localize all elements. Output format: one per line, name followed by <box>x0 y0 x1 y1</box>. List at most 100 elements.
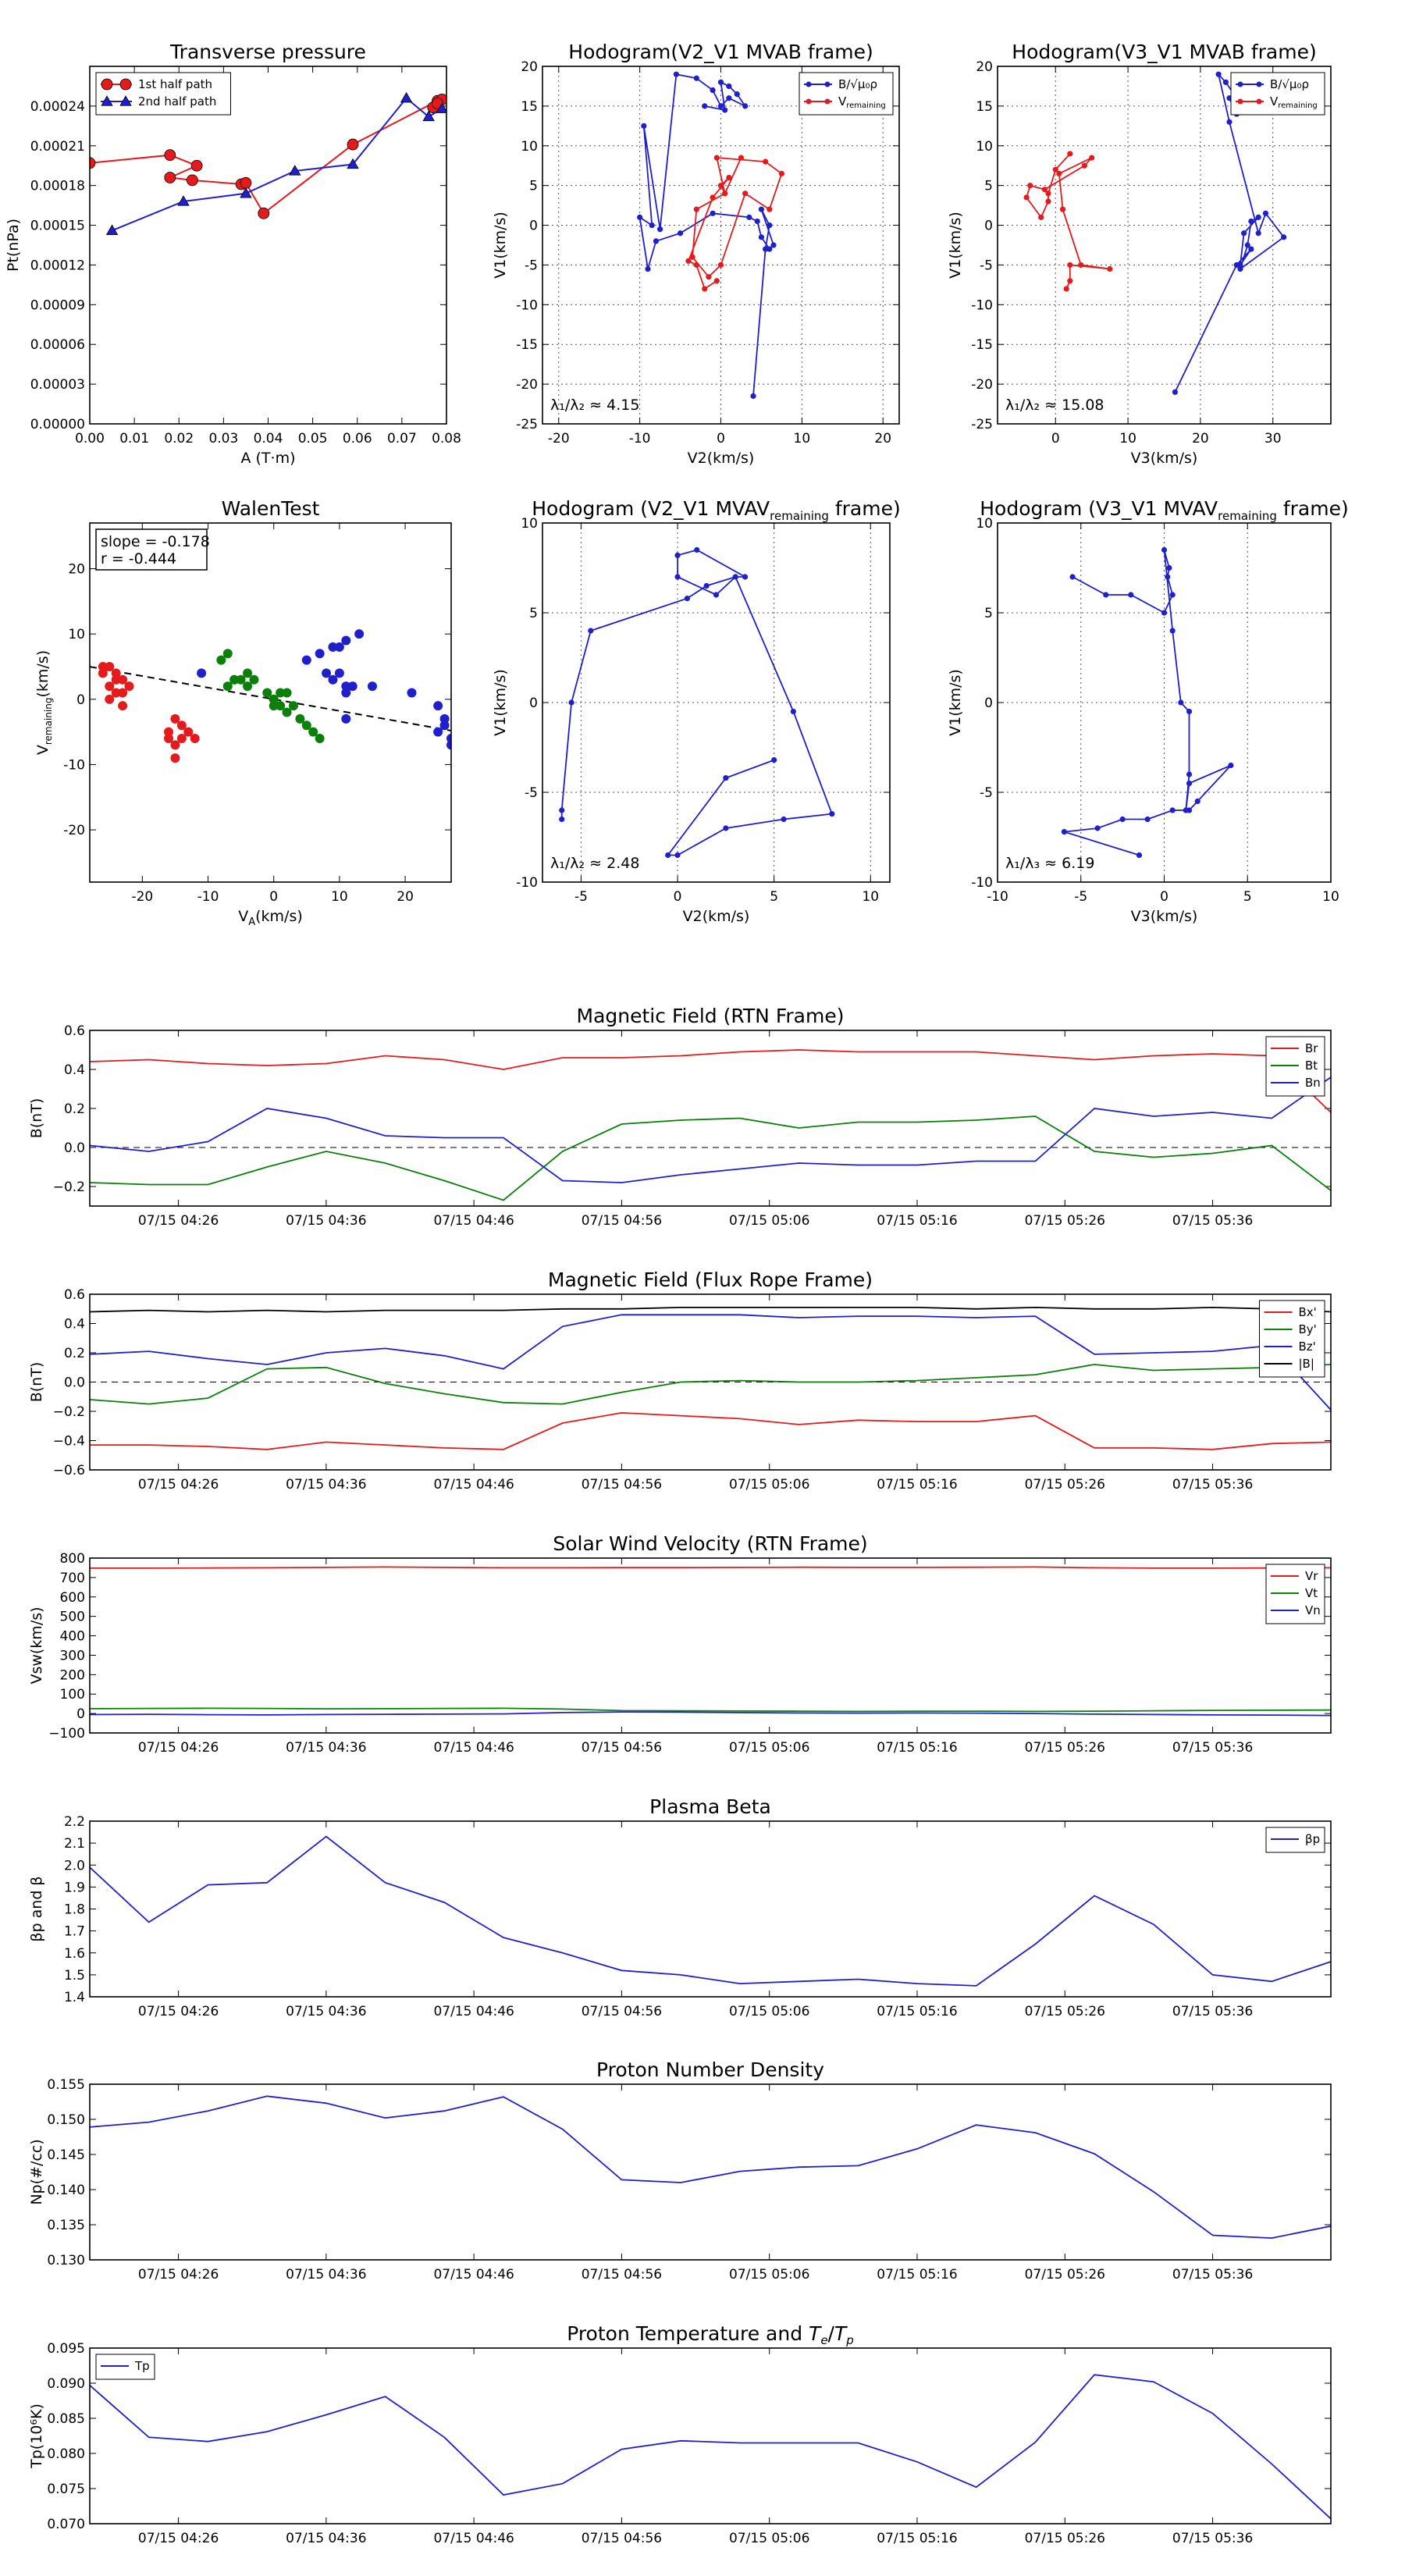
y-tick-label: 20 <box>976 59 993 75</box>
chart-h21r: Hodogram (V2_V1 MVAVremaining frame) -5 0 5… <box>492 497 901 925</box>
legend-marker <box>806 81 812 87</box>
x-tick-label: 07/15 05:36 <box>1172 1740 1253 1756</box>
legend-label: βp <box>1305 1832 1320 1846</box>
data-point <box>258 207 270 219</box>
x-tick-label: 07/15 04:46 <box>433 2267 514 2282</box>
legend-label: B/√μ₀ρ <box>1270 77 1309 91</box>
data-point <box>186 174 198 187</box>
series-line <box>90 1314 1331 1411</box>
x-tick-label: 07/15 04:26 <box>138 1740 219 1756</box>
plot-area <box>90 1049 1331 1201</box>
data-point <box>105 694 115 704</box>
data-point <box>726 174 732 181</box>
chart-title: Magnetic Field (RTN Frame) <box>577 1005 845 1027</box>
x-tick-label: 5 <box>770 889 778 905</box>
x-tick-label: -20 <box>131 889 153 905</box>
y-tick-label: 700 <box>60 1571 85 1586</box>
plot-area <box>1061 546 1234 859</box>
x-tick-label: 0.01 <box>119 431 149 447</box>
y-tick-label: -20 <box>971 377 993 393</box>
data-point <box>1059 206 1066 212</box>
axes-frame <box>89 66 447 425</box>
y-axis-label: B(nT) <box>28 1098 45 1139</box>
y-tick-label: 0 <box>529 696 538 711</box>
x-tick-label: 0 <box>1051 431 1060 447</box>
series-line <box>90 1835 1331 1987</box>
data-point <box>713 278 720 284</box>
data-point <box>243 681 253 692</box>
x-tick-label: 07/15 04:46 <box>433 2531 514 2546</box>
data-point <box>276 701 286 711</box>
x-tick-label: 07/15 05:16 <box>877 2004 957 2019</box>
x-axis-label: V2(km/s) <box>683 908 750 925</box>
legend-marker <box>1256 98 1262 105</box>
data-point <box>713 592 720 598</box>
y-axis-label: B(nT) <box>28 1362 45 1403</box>
data-point <box>742 190 749 197</box>
legend: Br Bt Bn <box>1265 1036 1325 1097</box>
data-point <box>674 852 681 859</box>
y-tick-label: 0.070 <box>47 2517 85 2532</box>
y-tick-label: 1.4 <box>64 1990 85 2005</box>
y-tick-label: −0.2 <box>53 1404 85 1420</box>
data-point <box>702 286 708 292</box>
y-tick-label: 0.00015 <box>30 219 85 234</box>
y-tick-label: 0.2 <box>64 1346 85 1361</box>
data-point <box>1063 286 1069 292</box>
x-tick-label: 07/15 04:36 <box>286 1740 366 1756</box>
y-tick-label: 10 <box>976 516 993 532</box>
data-point <box>439 720 450 731</box>
data-point <box>436 102 446 113</box>
data-point <box>746 214 752 220</box>
x-tick-label: 07/15 04:26 <box>138 2531 219 2546</box>
data-point <box>334 668 344 678</box>
chart-np: Proton Number Density 07/15 04:26 07/15 04… <box>28 2058 1332 2282</box>
data-point <box>767 246 773 252</box>
data-point <box>164 149 176 162</box>
y-tick-label: 0.4 <box>64 1062 85 1078</box>
y-tick-label: −0.6 <box>53 1463 85 1478</box>
axes-frame <box>89 1293 1332 1471</box>
x-tick-label: 10 <box>1119 431 1136 447</box>
legend-marker <box>1256 81 1262 87</box>
legend: B/√μ₀ρ Vremaining <box>799 72 894 116</box>
legend: βp <box>1265 1827 1325 1853</box>
y-tick-label: 0.0 <box>64 1375 85 1391</box>
y-tick-label: 1.5 <box>64 1968 85 1984</box>
y-tick-label: 200 <box>60 1667 85 1683</box>
legend: Bx' By' Bz' |B| <box>1259 1300 1325 1378</box>
data-point <box>400 91 413 103</box>
data-point <box>694 546 700 553</box>
data-point <box>1226 119 1232 125</box>
axes-frame <box>89 1820 1332 1998</box>
data-point <box>1052 166 1058 173</box>
x-tick-label: 07/15 05:16 <box>877 1740 957 1756</box>
x-tick-label: 07/15 04:26 <box>138 1213 219 1229</box>
y-tick-label: 5 <box>529 606 538 621</box>
y-tick-label: −0.2 <box>53 1179 85 1195</box>
data-point <box>703 582 710 589</box>
x-tick-label: 07/15 04:36 <box>286 1213 366 1229</box>
legend-label: Bx' <box>1299 1305 1317 1319</box>
data-point <box>1244 242 1250 248</box>
data-point <box>722 190 728 197</box>
x-tick-label: 0.04 <box>254 431 283 447</box>
y-tick-label: -15 <box>516 337 538 353</box>
chart-title: Proton Number Density <box>596 2058 824 2081</box>
x-tick-label: -20 <box>548 431 570 447</box>
y-tick-label: -25 <box>971 417 993 432</box>
data-point <box>1186 807 1193 813</box>
data-point <box>262 688 272 698</box>
x-axis-label: V3(km/s) <box>1131 450 1198 467</box>
y-tick-label: 0 <box>76 1706 85 1722</box>
series-Tp <box>90 2374 1331 2520</box>
data-point <box>568 699 574 706</box>
data-point <box>771 757 777 763</box>
y-tick-label: 600 <box>60 1590 85 1606</box>
series-line <box>638 73 775 397</box>
y-tick-label: 0.00009 <box>30 297 85 313</box>
x-tick-label: 20 <box>874 431 891 447</box>
y-tick-label: 0.2 <box>64 1101 85 1117</box>
data-point <box>98 668 108 678</box>
x-tick-label: 07/15 04:46 <box>433 2004 514 2019</box>
